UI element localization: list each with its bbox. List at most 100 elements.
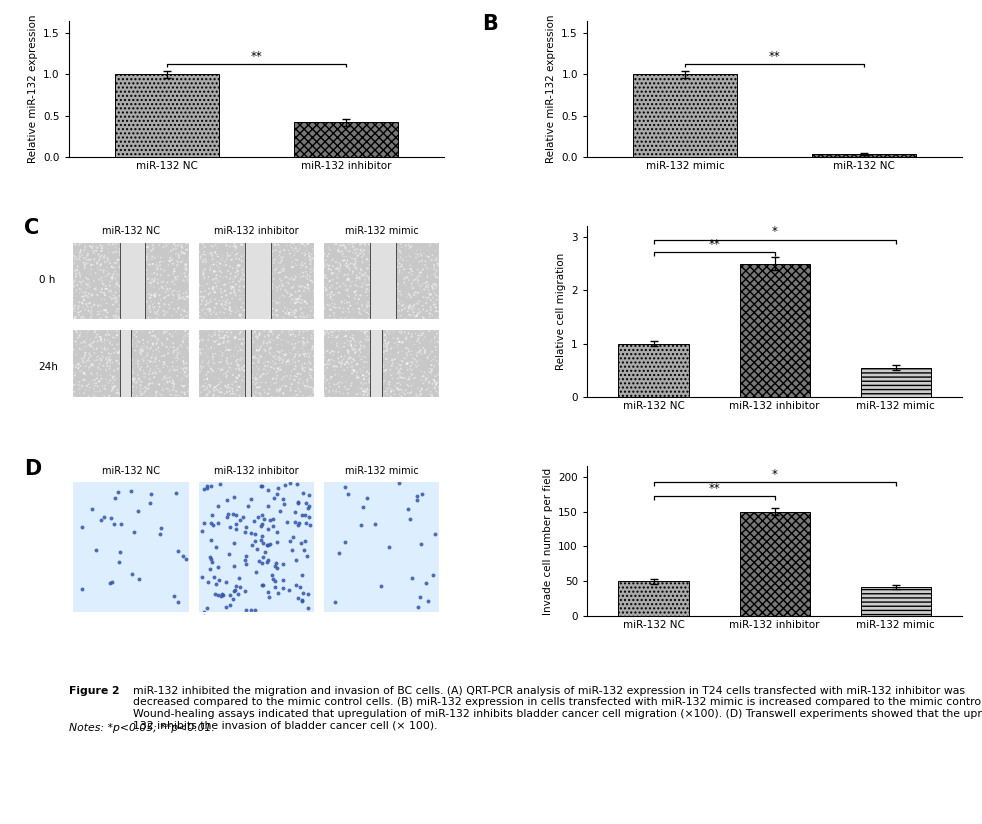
Point — [124, 354, 139, 368]
Point — [67, 274, 82, 287]
Point — [380, 283, 396, 296]
Point — [245, 282, 260, 295]
Point — [404, 386, 419, 399]
Point — [348, 278, 363, 291]
Point — [323, 289, 339, 302]
Point — [135, 303, 150, 316]
Point — [415, 277, 431, 290]
Point — [145, 281, 161, 294]
Point — [389, 332, 405, 345]
Point — [341, 353, 356, 366]
Point — [67, 313, 82, 326]
Point — [116, 255, 132, 269]
Point — [91, 300, 107, 313]
Point — [287, 515, 302, 528]
Point — [295, 336, 310, 349]
Point — [132, 264, 147, 277]
Point — [119, 280, 135, 293]
Point — [415, 396, 431, 410]
Point — [173, 394, 189, 407]
Point — [285, 236, 300, 250]
Point — [141, 326, 157, 339]
Point — [277, 349, 293, 362]
Point — [230, 372, 246, 385]
Point — [142, 487, 158, 500]
Point — [350, 387, 365, 400]
Point — [236, 297, 251, 310]
Point — [385, 236, 401, 250]
Point — [413, 373, 429, 386]
Point — [195, 605, 211, 618]
Bar — [739, 512, 810, 616]
Point — [173, 312, 189, 325]
Point — [401, 292, 416, 305]
Point — [104, 576, 120, 589]
Point — [70, 378, 85, 391]
Point — [206, 264, 222, 277]
Point — [265, 254, 281, 267]
Point — [140, 382, 156, 396]
Point — [219, 395, 235, 408]
Point — [425, 363, 441, 377]
Point — [124, 306, 139, 319]
Point — [301, 363, 317, 376]
Point — [246, 249, 261, 262]
Point — [113, 344, 129, 358]
Point — [343, 335, 358, 349]
Point — [94, 277, 110, 290]
Point — [318, 382, 334, 395]
Point — [356, 388, 372, 401]
Point — [119, 241, 135, 254]
Point — [200, 365, 216, 378]
Point — [408, 372, 423, 385]
Point — [289, 554, 304, 567]
Point — [132, 251, 147, 265]
Point — [216, 313, 232, 326]
Point — [70, 260, 85, 273]
Point — [251, 254, 267, 267]
Point — [154, 349, 170, 363]
Point — [431, 311, 447, 324]
Point — [144, 366, 160, 379]
Point — [378, 247, 394, 260]
Point — [168, 325, 184, 338]
Point — [369, 339, 385, 352]
Point — [150, 297, 166, 310]
Point — [252, 251, 268, 265]
Point — [171, 302, 187, 315]
Point — [169, 354, 185, 368]
Point — [232, 260, 247, 273]
Point — [151, 255, 167, 269]
Bar — [120, 241, 145, 321]
Point — [228, 375, 244, 388]
Point — [252, 279, 268, 293]
Point — [429, 327, 445, 340]
Point — [88, 244, 104, 257]
Point — [119, 260, 135, 273]
Point — [182, 250, 197, 264]
Point — [215, 399, 231, 412]
Point — [228, 289, 244, 302]
Point — [89, 335, 105, 348]
Point — [386, 279, 402, 292]
Point — [329, 262, 345, 275]
Point — [211, 236, 227, 249]
Point — [289, 294, 304, 307]
Point — [170, 270, 186, 283]
Point — [153, 293, 169, 307]
Point — [142, 258, 158, 271]
Point — [80, 379, 95, 392]
Point — [288, 578, 303, 592]
Point — [110, 485, 126, 499]
Point — [330, 335, 346, 349]
Point — [243, 370, 258, 383]
Point — [244, 241, 259, 254]
Point — [179, 237, 194, 250]
Point — [192, 297, 208, 311]
Point — [220, 330, 236, 344]
Point — [138, 391, 154, 404]
Point — [387, 308, 403, 321]
Point — [174, 379, 190, 392]
Point — [425, 391, 441, 404]
Point — [171, 389, 187, 402]
